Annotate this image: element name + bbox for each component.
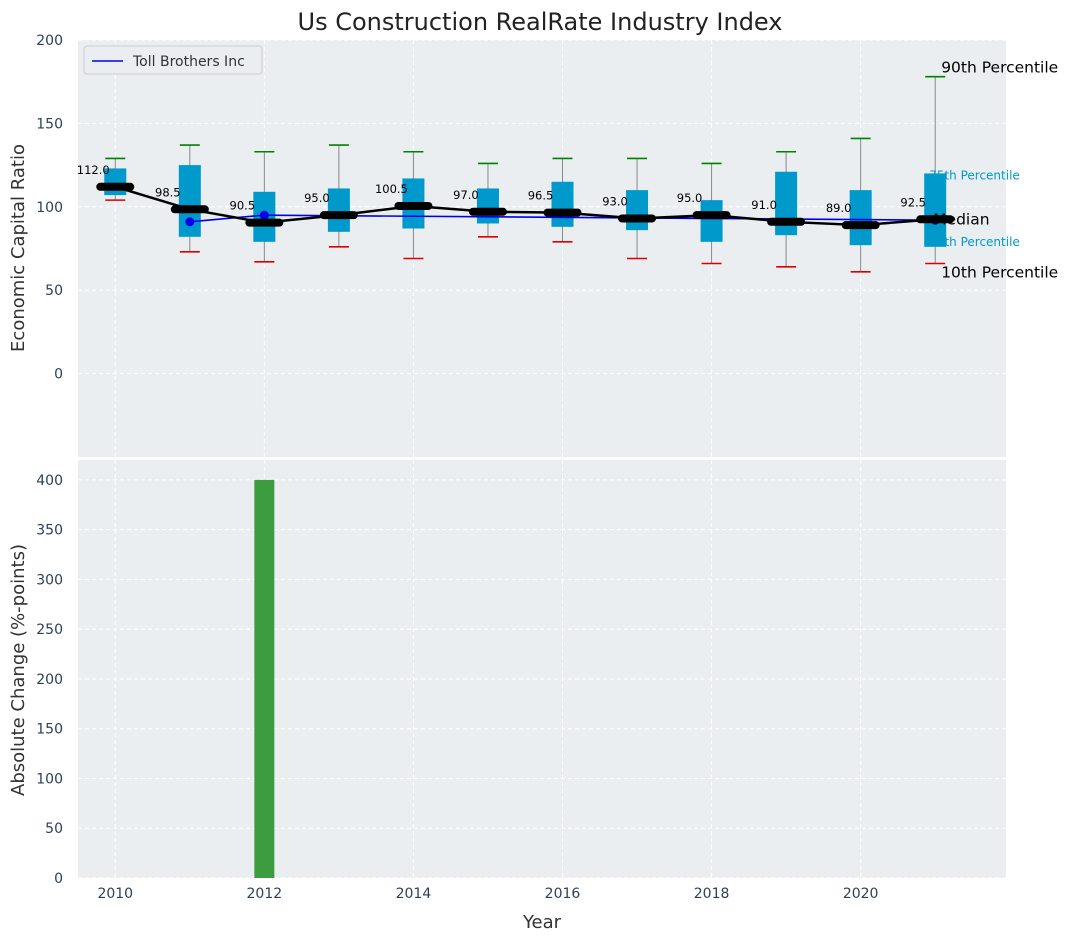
legend-label-company: Toll Brothers Inc xyxy=(132,54,245,70)
box-2018 xyxy=(700,200,723,242)
median-label-2018: 95.0 xyxy=(677,191,703,205)
median-label-2011: 98.5 xyxy=(155,185,181,199)
median-label-2019: 91.0 xyxy=(751,198,777,212)
median-value-labels: 112.0 98.5 90.5 95.0 100.5 97.0 96.5 93.0 95.0 91… xyxy=(77,163,926,215)
top-plot-area xyxy=(78,40,1006,457)
box-2017 xyxy=(626,190,649,231)
top-y-tick-150: 150 xyxy=(36,116,63,132)
median-label-2013: 95.0 xyxy=(304,191,330,205)
bar-series xyxy=(254,479,275,878)
median-label-2014: 100.5 xyxy=(375,182,408,196)
bottom-y-axis-label: Absolute Change (%-points) xyxy=(8,544,29,796)
bottom-y-tick-300: 300 xyxy=(36,572,63,588)
bottom-y-tick-100: 100 xyxy=(36,771,63,787)
bar-2012 xyxy=(254,479,275,878)
bottom-gridlines xyxy=(78,460,1006,879)
top-y-tick-100: 100 xyxy=(36,200,63,216)
annotation-p90: 90th Percentile xyxy=(941,59,1058,77)
bottom-y-tick-50: 50 xyxy=(45,821,63,837)
bottom-y-tick-0: 0 xyxy=(54,871,63,887)
top-y-tick-50: 50 xyxy=(45,283,63,299)
median-series xyxy=(96,182,955,230)
box-2013 xyxy=(327,188,350,232)
company-point-2011 xyxy=(185,217,195,227)
box-2015 xyxy=(476,188,499,224)
top-gridlines xyxy=(78,39,1006,457)
company-point-2012 xyxy=(259,210,269,220)
bottom-y-tick-200: 200 xyxy=(36,672,63,688)
bottom-y-tick-150: 150 xyxy=(36,722,63,738)
median-label-2020: 89.0 xyxy=(826,201,852,215)
bottom-y-tick-labels: 0 50 100 150 200 250 300 350 400 xyxy=(36,473,63,887)
top-y-axis-label: Economic Capital Ratio xyxy=(8,144,29,352)
bottom-y-tick-400: 400 xyxy=(36,473,63,489)
x-axis-label: Year xyxy=(522,912,562,933)
percentile-annotations: 90th Percentile 75th Percentile Median 25th… xyxy=(929,59,1058,282)
annotation-median: Median xyxy=(933,210,989,228)
median-label-2016: 96.5 xyxy=(528,189,554,203)
median-label-2010: 112.0 xyxy=(77,163,110,177)
median-label-2017: 93.0 xyxy=(602,194,628,208)
annotation-p75: 75th Percentile xyxy=(929,168,1020,182)
x-tick-2018: 2018 xyxy=(694,886,730,902)
box-2011 xyxy=(178,165,201,237)
top-y-tick-labels: 0 50 100 150 200 xyxy=(36,33,63,383)
median-label-2015: 97.0 xyxy=(453,188,479,202)
x-tick-2014: 2014 xyxy=(396,886,432,902)
median-label-2012: 90.5 xyxy=(230,199,256,213)
bottom-plot-area xyxy=(78,460,1006,878)
x-tick-2010: 2010 xyxy=(97,886,133,902)
legend-box xyxy=(83,45,263,75)
x-tick-2016: 2016 xyxy=(545,886,581,902)
bottom-y-tick-350: 350 xyxy=(36,523,63,539)
median-label-2021: 92.5 xyxy=(900,195,926,209)
x-tick-labels: 2010 2012 2014 2016 2018 2020 xyxy=(97,886,878,902)
box-2016 xyxy=(551,181,574,227)
x-tick-2012: 2012 xyxy=(247,886,283,902)
annotation-p10: 10th Percentile xyxy=(941,264,1058,282)
top-y-tick-0: 0 xyxy=(54,367,63,383)
legend: Toll Brothers Inc xyxy=(83,45,263,75)
annotation-p25: 25th Percentile xyxy=(929,235,1020,249)
top-y-tick-200: 200 xyxy=(36,33,63,49)
x-tick-2020: 2020 xyxy=(843,886,879,902)
box-2020 xyxy=(849,190,872,246)
bottom-y-tick-250: 250 xyxy=(36,622,63,638)
chart-title: Us Construction RealRate Industry Index xyxy=(298,8,783,36)
box-2021 xyxy=(924,173,947,247)
